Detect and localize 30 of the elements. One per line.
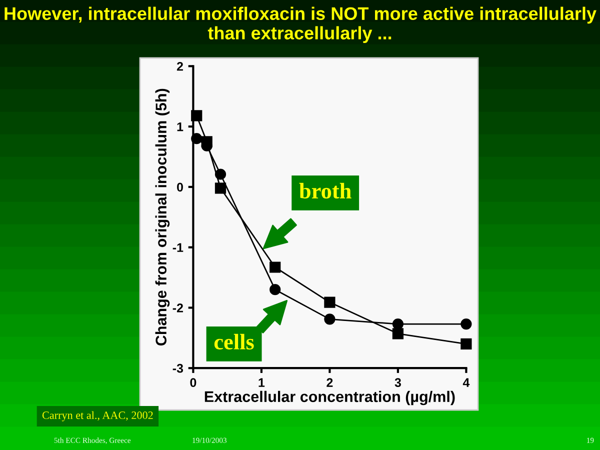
point — [392, 328, 404, 340]
x-tick-label: 4 — [462, 378, 470, 387]
y-axis-title: Change from original inoculum (5h) — [155, 88, 170, 346]
x-tick-label: 2 — [326, 378, 333, 387]
point — [324, 296, 336, 308]
point — [324, 314, 336, 325]
point — [214, 168, 226, 180]
y-tick-label: 0 — [177, 182, 183, 192]
y-tick-label: 1 — [177, 122, 184, 132]
series-label: cells — [214, 334, 254, 350]
point — [460, 338, 472, 350]
x-tick-label: 0 — [190, 378, 196, 388]
point — [270, 262, 281, 273]
text: Carryn et al., AAC, 2002 — [42, 411, 153, 422]
y-tick-label: 2 — [176, 62, 183, 71]
point — [214, 182, 226, 194]
x-tick-label: 1 — [258, 378, 265, 387]
x-tick-label: 3 — [394, 378, 401, 388]
text: broth — [299, 182, 352, 199]
chart-title: However, intracellular moxifloxacin is NOT more active intracellularly than extracellularly ... — [4, 6, 596, 44]
point — [191, 110, 202, 122]
point — [460, 318, 472, 330]
point — [201, 136, 212, 148]
y-tick-label: -3 — [172, 364, 184, 373]
point — [392, 318, 404, 330]
point — [270, 284, 281, 296]
y-tick-label: -2 — [172, 304, 183, 312]
point — [191, 133, 202, 144]
y-tick-label: -1 — [172, 243, 184, 252]
x-axis-title: Extracellular concentration (µg/ml) — [204, 390, 455, 406]
